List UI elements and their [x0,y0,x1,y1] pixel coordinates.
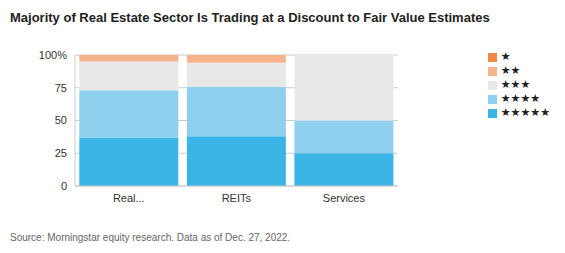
svg-text:Real...: Real... [113,192,145,204]
svg-text:0: 0 [61,180,67,192]
svg-text:50: 50 [55,114,67,126]
svg-text:25: 25 [55,147,67,159]
svg-text:75: 75 [55,82,67,94]
svg-text:Services: Services [323,192,366,204]
html-text:Majority of Real Estate Sector: Majority of Real Estate Sector Is Tradin… [10,10,490,25]
html-text:Source: Morningstar equity res: Source: Morningstar equity research. Dat… [10,232,291,243]
svg-text:REITs: REITs [222,192,252,204]
svg-text:100%: 100% [39,49,67,61]
